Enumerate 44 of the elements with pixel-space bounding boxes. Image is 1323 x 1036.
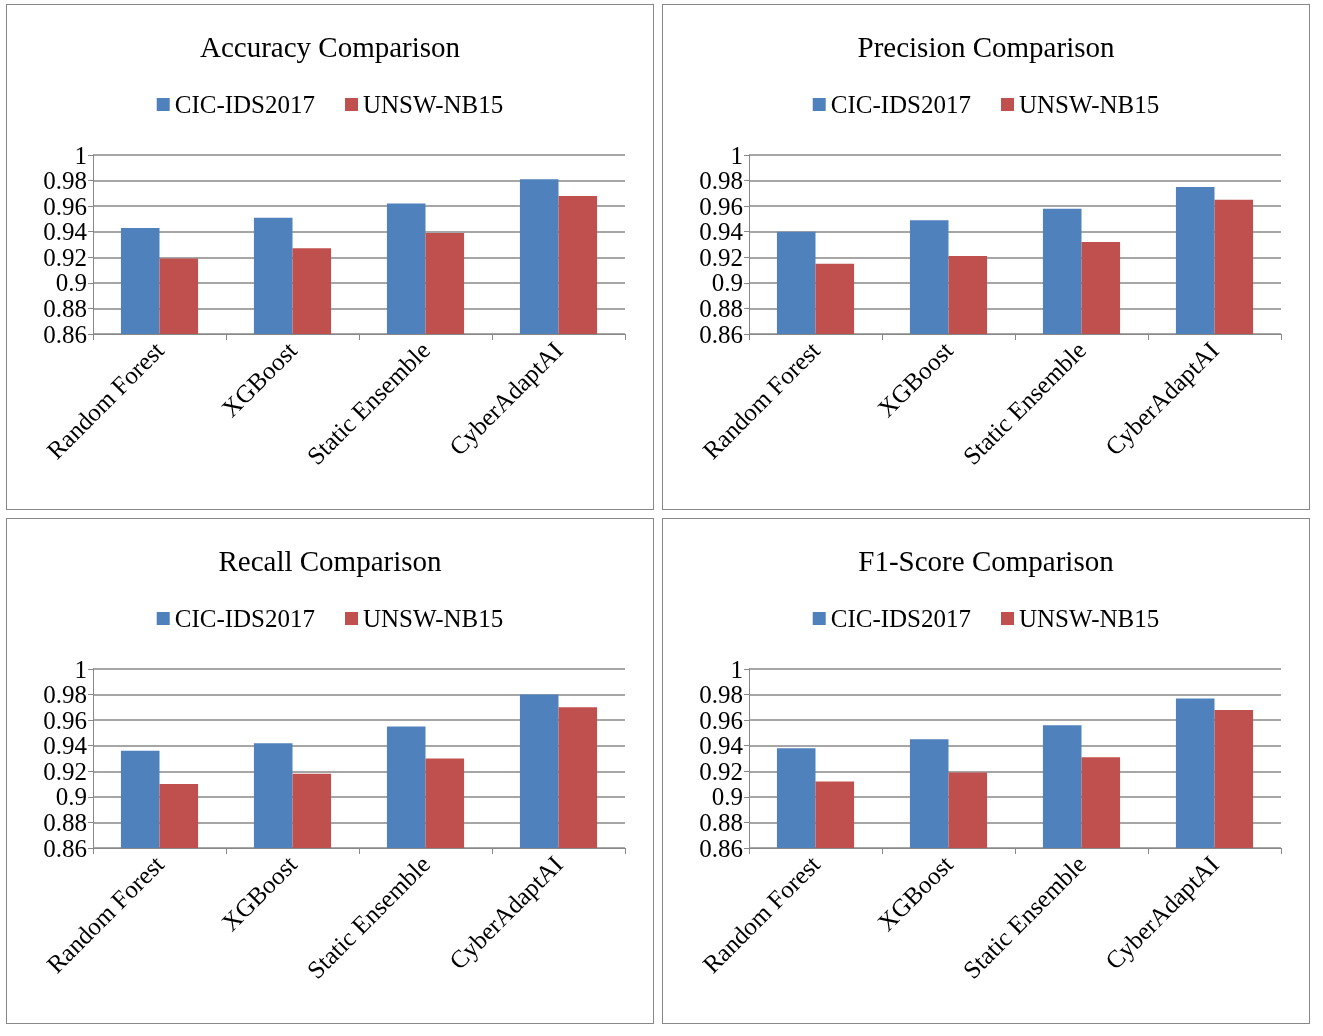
- chart-title: Precision Comparison: [857, 30, 1115, 63]
- y-tick-label: 0.96: [43, 706, 87, 734]
- y-tick-label: 0.94: [699, 732, 744, 760]
- y-tick-label: 1: [74, 141, 87, 169]
- y-tick-label: 0.9: [711, 783, 743, 811]
- y-tick-label: 0.9: [55, 783, 87, 811]
- y-tick-label: 0.92: [699, 243, 743, 271]
- y-tick-label: 0.86: [43, 320, 87, 348]
- legend-label: UNSW-NB15: [1019, 605, 1160, 632]
- chart-title: F1-Score Comparison: [858, 544, 1115, 577]
- legend-label: UNSW-NB15: [363, 91, 504, 118]
- legend-label: CIC-IDS2017: [174, 91, 316, 118]
- y-tick-label: 0.9: [55, 269, 87, 297]
- y-tick-label: 1: [730, 655, 743, 683]
- legend-label: CIC-IDS2017: [830, 605, 972, 632]
- y-tick-label: 0.88: [699, 808, 743, 836]
- chart-title: Accuracy Comparison: [199, 30, 461, 63]
- y-tick-label: 0.98: [699, 167, 743, 195]
- chart-title: Recall Comparison: [218, 544, 443, 577]
- y-tick-label: 0.88: [43, 808, 87, 836]
- y-tick-label: 0.86: [699, 834, 743, 862]
- y-tick-label: 0.9: [711, 269, 743, 297]
- y-tick-label: 0.96: [699, 706, 743, 734]
- y-tick-label: 0.92: [699, 757, 743, 785]
- y-tick-label: 0.98: [43, 167, 87, 195]
- y-tick-label: 0.94: [699, 218, 744, 246]
- y-tick-label: 1: [730, 141, 743, 169]
- legend-label: UNSW-NB15: [1019, 91, 1160, 118]
- y-tick-label: 0.94: [43, 732, 88, 760]
- y-tick-label: 0.88: [699, 294, 743, 322]
- legend-label: CIC-IDS2017: [174, 605, 316, 632]
- legend-label: UNSW-NB15: [363, 605, 504, 632]
- legend-label: CIC-IDS2017: [830, 91, 972, 118]
- y-tick-label: 0.94: [43, 218, 88, 246]
- y-tick-label: 0.86: [699, 320, 743, 348]
- y-tick-label: 0.86: [43, 834, 87, 862]
- y-tick-label: 0.96: [699, 192, 743, 220]
- y-tick-label: 1: [74, 655, 87, 683]
- y-tick-label: 0.98: [699, 681, 743, 709]
- y-tick-label: 0.98: [43, 681, 87, 709]
- y-tick-label: 0.96: [43, 192, 87, 220]
- y-tick-label: 0.92: [43, 757, 87, 785]
- y-tick-label: 0.88: [43, 294, 87, 322]
- y-tick-label: 0.92: [43, 243, 87, 271]
